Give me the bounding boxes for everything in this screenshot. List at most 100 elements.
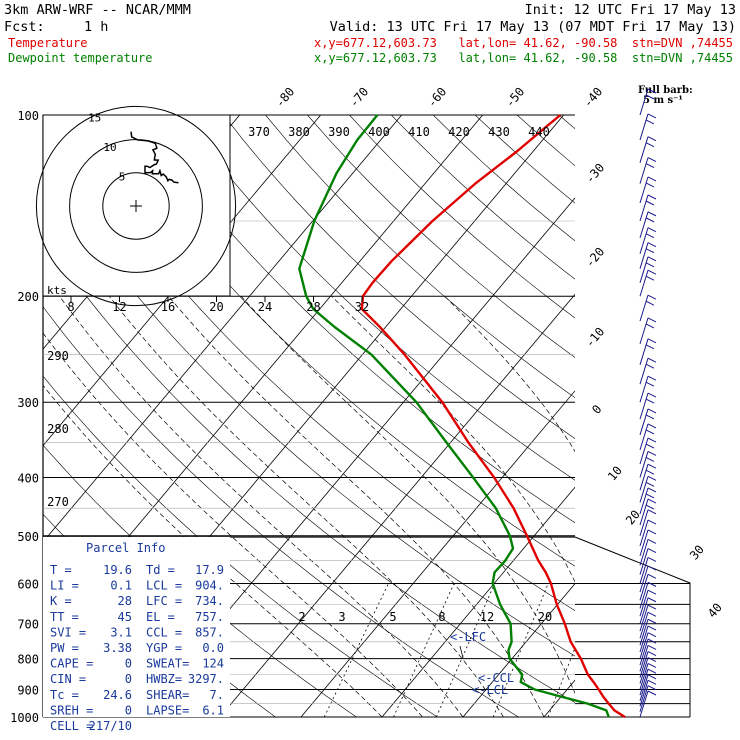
barb-key-line1: Full barb: bbox=[638, 85, 693, 96]
isotherm-line bbox=[543, 679, 575, 717]
barb-key-line2: 5 m s⁻¹ bbox=[643, 95, 683, 106]
marker-ccl: <-CCL bbox=[478, 671, 514, 685]
wind-barb bbox=[639, 256, 657, 283]
marker-lfc: <-LFC bbox=[450, 630, 486, 644]
parcel-info-cell: SVI = bbox=[50, 625, 86, 639]
parcel-info-cell: 217/10 bbox=[89, 719, 132, 733]
marker-lcl: <-LCL bbox=[472, 683, 508, 697]
mixing-ratio-label-2: 2 bbox=[298, 610, 305, 624]
dry-adiabat bbox=[43, 165, 575, 657]
pressure-label-400: 400 bbox=[17, 471, 39, 485]
parcel-info-cell: EL = bbox=[146, 610, 175, 624]
dry-adiabat bbox=[643, 115, 740, 730]
dry-adiabat bbox=[685, 115, 740, 730]
dry-adiabat bbox=[43, 236, 575, 704]
parcel-info-cell: 734. bbox=[195, 594, 224, 608]
isotherm-side-label: -20 bbox=[583, 245, 608, 271]
mixing-ratio-line bbox=[663, 583, 708, 717]
wind-barb bbox=[639, 338, 657, 365]
dry-adiabat bbox=[97, 115, 575, 567]
isentrope-label-370: 370 bbox=[248, 125, 270, 139]
marker-lfc-line bbox=[459, 645, 464, 659]
wind-barb bbox=[639, 668, 657, 696]
parcel-info-cell: LI = bbox=[50, 579, 79, 593]
wind-barb bbox=[639, 88, 657, 116]
speed-label-28: 28 bbox=[306, 300, 320, 314]
mixing-ratio-line bbox=[598, 583, 647, 717]
isentrope-label-410: 410 bbox=[408, 125, 430, 139]
parcel-info-cell: LFC = bbox=[146, 594, 182, 608]
wind-barb bbox=[639, 618, 657, 646]
dewpoint-trace bbox=[298, 114, 610, 718]
wind-barb bbox=[639, 573, 657, 601]
parcel-info-cell: PW = bbox=[50, 641, 79, 655]
wind-barb bbox=[639, 242, 657, 269]
wind-barb bbox=[639, 638, 657, 666]
parcel-info-panel: Parcel Info T = 19.6 Td = 17.9 LI = 0.1 LCL = 9… bbox=[43, 537, 230, 733]
wind-barb bbox=[639, 538, 657, 566]
dry-adiabat bbox=[43, 375, 439, 717]
dry-adiabat bbox=[601, 115, 740, 730]
moist-adiabat bbox=[240, 295, 575, 695]
isotherm-side-label: 30 bbox=[687, 542, 707, 562]
wind-barb bbox=[639, 632, 657, 659]
wind-barb bbox=[639, 625, 657, 653]
dry-adiabat bbox=[223, 115, 575, 439]
parcel-info-cell: 17.9 bbox=[195, 563, 224, 577]
pressure-label-500: 500 bbox=[17, 530, 39, 544]
mixing-ratio-label-20: 20 bbox=[538, 610, 552, 624]
wind-barb bbox=[639, 611, 657, 639]
wind-barb bbox=[639, 437, 657, 465]
mixing-ratio-line bbox=[323, 583, 389, 717]
wind-barb bbox=[639, 136, 657, 163]
dry-adiabat bbox=[391, 115, 575, 280]
isentrope-left-label: 270 bbox=[47, 495, 69, 509]
wind-barb bbox=[639, 408, 657, 436]
isentrope-label-440: 440 bbox=[528, 125, 550, 139]
parcel-info-cell: 0 bbox=[125, 672, 132, 686]
hodo-ring-5 bbox=[102, 172, 170, 240]
dry-adiabat bbox=[181, 115, 575, 481]
parcel-info-cell: 19.6 bbox=[103, 563, 132, 577]
wind-barb bbox=[639, 674, 657, 701]
wind-barb bbox=[639, 556, 657, 584]
wind-barb bbox=[639, 509, 657, 536]
sounding-traces bbox=[298, 114, 626, 719]
isentrope-label-400: 400 bbox=[368, 125, 390, 139]
speed-label-20: 20 bbox=[209, 300, 223, 314]
wind-barb bbox=[639, 657, 657, 684]
parcel-info-cell: CIN = bbox=[50, 672, 86, 686]
dry-adiabat bbox=[558, 115, 575, 130]
legend-dewpoint-name: Dewpoint temperature bbox=[8, 51, 153, 65]
parcel-info-cell: SHEAR= bbox=[146, 688, 189, 702]
wind-barb bbox=[639, 565, 657, 593]
parcel-info-cell: 6.1 bbox=[202, 703, 224, 717]
isentrope-left-label: 280 bbox=[47, 422, 69, 436]
dry-adiabat bbox=[55, 115, 575, 611]
pressure-label-200: 200 bbox=[17, 290, 39, 304]
forecast-hour: 1 h bbox=[84, 19, 108, 35]
parcel-info-cell: 24.6 bbox=[103, 688, 132, 702]
hodo-ring-15 bbox=[35, 105, 237, 307]
parcel-info-cell: 45 bbox=[118, 610, 132, 624]
wind-barb bbox=[639, 294, 657, 322]
parcel-info-cell: 3.38 bbox=[103, 641, 132, 655]
wind-barb bbox=[639, 651, 657, 678]
parcel-info-cell: CCL = bbox=[146, 625, 182, 639]
speed-label-8: 8 bbox=[67, 300, 74, 314]
temperature-trace bbox=[360, 114, 626, 719]
parcel-info-cell: 904. bbox=[195, 579, 224, 593]
moist-adiabat bbox=[43, 384, 383, 717]
wind-barb bbox=[639, 375, 657, 403]
wind-barb bbox=[639, 663, 657, 690]
parcel-info-cell: Tc = bbox=[50, 688, 79, 702]
wind-barb bbox=[639, 581, 657, 609]
isotherm-top-label: -50 bbox=[503, 85, 528, 111]
dry-adiabat bbox=[307, 115, 575, 358]
mixing-ratio-line bbox=[436, 583, 495, 717]
parcel-info-cell: T = bbox=[50, 563, 72, 577]
wind-barb bbox=[639, 589, 657, 617]
isotherm-line bbox=[706, 115, 740, 717]
parcel-info-cell: 124 bbox=[202, 657, 224, 671]
